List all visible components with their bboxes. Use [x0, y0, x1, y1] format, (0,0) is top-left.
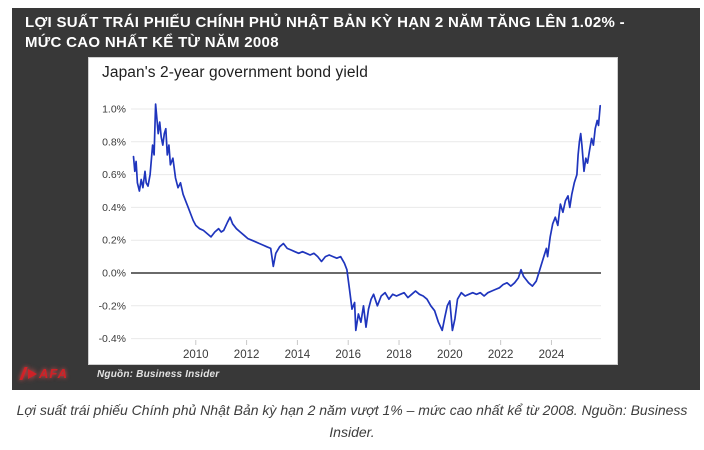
logo-triangle-icon — [28, 368, 37, 379]
svg-text:2018: 2018 — [386, 349, 412, 361]
x-axis: 2010 2012 2014 2016 2018 2020 2022 2024 — [183, 340, 565, 361]
safa-logo: AFA — [19, 366, 68, 381]
svg-text:2016: 2016 — [335, 349, 361, 361]
svg-text:2024: 2024 — [539, 349, 565, 361]
svg-text:2022: 2022 — [488, 349, 514, 361]
headline-line2: MỨC CAO NHẤT KỂ TỪ NĂM 2008 — [25, 34, 279, 51]
svg-text:1.0%: 1.0% — [102, 104, 126, 116]
svg-text:0.8%: 0.8% — [102, 136, 126, 148]
svg-text:2020: 2020 — [437, 349, 463, 361]
yield-chart: 1.0%0.8%0.6%0.4%0.2%0.0%-0.2%-0.4%2010 20… — [99, 103, 602, 361]
chart-card: Japan's 2-year government bond yield 1.0… — [88, 57, 618, 365]
caption-line2: Insider. — [329, 424, 375, 440]
svg-text:0.2%: 0.2% — [102, 235, 126, 247]
svg-text:2010: 2010 — [183, 349, 209, 361]
svg-text:0.0%: 0.0% — [102, 268, 126, 280]
svg-text:2012: 2012 — [234, 349, 260, 361]
dark-panel: LỢI SUẤT TRÁI PHIẾU CHÍNH PHỦ NHẬT BẢN K… — [12, 8, 700, 390]
chart-title: Japan's 2-year government bond yield — [102, 64, 368, 81]
gridlines: 1.0% 0.8% 0.6% 0.4% 0.2% 0.0% -0.2% -0.4% — [99, 104, 601, 345]
svg-text:0.4%: 0.4% — [102, 202, 126, 214]
yield-line — [132, 103, 602, 332]
logo-text: AFA — [39, 366, 68, 381]
caption: Lợi suất trái phiếu Chính phủ Nhật Bản k… — [0, 399, 704, 443]
caption-line1: Lợi suất trái phiếu Chính phủ Nhật Bản k… — [16, 402, 688, 418]
logo-slash-icon — [19, 367, 28, 380]
svg-text:-0.2%: -0.2% — [99, 300, 126, 312]
svg-text:2014: 2014 — [285, 349, 311, 361]
source-credit: Nguồn: Business Insider — [97, 369, 220, 380]
headline: LỢI SUẤT TRÁI PHIẾU CHÍNH PHỦ NHẬT BẢN K… — [25, 13, 685, 53]
headline-line1: LỢI SUẤT TRÁI PHIẾU CHÍNH PHỦ NHẬT BẢN K… — [25, 14, 625, 31]
panel-footer: AFA Nguồn: Business Insider — [12, 362, 700, 390]
svg-text:-0.4%: -0.4% — [99, 333, 126, 345]
svg-text:0.6%: 0.6% — [102, 169, 126, 181]
